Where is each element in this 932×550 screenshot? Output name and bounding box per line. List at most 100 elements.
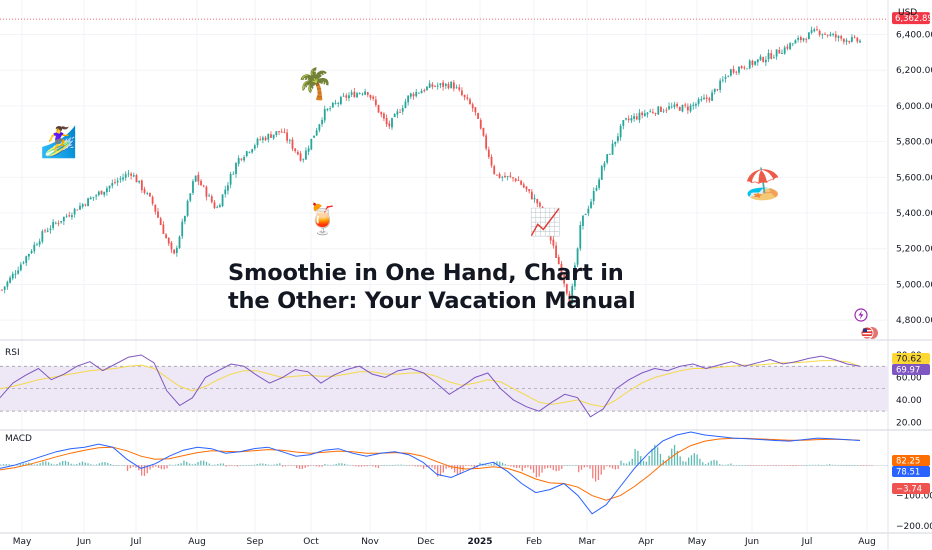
last-price-tag bbox=[892, 12, 930, 25]
macd-histogram-bar bbox=[572, 465, 574, 466]
candle-body bbox=[821, 34, 824, 36]
macd-histogram-bar bbox=[826, 464, 828, 466]
macd-histogram-bar bbox=[279, 463, 281, 466]
candle-body bbox=[447, 84, 450, 89]
price-pane[interactable] bbox=[0, 18, 888, 305]
macd-histogram-bar bbox=[501, 462, 504, 466]
rsi-title: RSI bbox=[5, 348, 20, 358]
macd-histogram-bar bbox=[589, 465, 591, 469]
candle-body bbox=[660, 107, 662, 112]
candle-body bbox=[853, 36, 856, 38]
candle-body bbox=[81, 204, 84, 207]
macd-histogram-bar bbox=[19, 464, 22, 466]
macd-histogram-bar bbox=[166, 465, 168, 469]
macd-histogram-bar bbox=[724, 464, 726, 466]
macd-histogram-bar bbox=[95, 464, 98, 466]
rsi-pane[interactable] bbox=[0, 354, 888, 418]
macd-histogram-bar bbox=[453, 465, 456, 473]
macd-histogram-bar bbox=[307, 465, 309, 467]
candle-body bbox=[490, 156, 493, 166]
macd-histogram-bar bbox=[327, 464, 329, 466]
macd-histogram-bar bbox=[321, 465, 323, 467]
macd-histogram-bar bbox=[795, 465, 797, 467]
candle-body bbox=[224, 189, 227, 195]
candle-body bbox=[391, 118, 393, 128]
candle-body bbox=[617, 136, 619, 142]
macd-histogram-bar bbox=[90, 464, 92, 466]
candle-body bbox=[157, 211, 159, 218]
candle-body bbox=[380, 112, 383, 115]
macd-histogram-bar bbox=[530, 465, 532, 470]
hist-value: −3.74 bbox=[896, 485, 922, 495]
macd-histogram-bar bbox=[814, 464, 817, 466]
candle-body bbox=[783, 47, 786, 54]
lightning-icon[interactable] bbox=[854, 308, 868, 322]
candle-body bbox=[313, 135, 315, 138]
macd-histogram-bar bbox=[112, 465, 115, 466]
candle-body bbox=[275, 131, 278, 136]
candle-body bbox=[229, 174, 232, 185]
macd-histogram-bar bbox=[121, 465, 123, 466]
candle-body bbox=[216, 207, 219, 209]
candle-body bbox=[842, 38, 845, 42]
candle-body bbox=[738, 66, 740, 73]
macd-histogram-bar bbox=[566, 465, 569, 466]
macd-histogram-bar bbox=[789, 465, 791, 467]
macd-histogram-bar bbox=[772, 465, 774, 466]
macd-histogram-bar bbox=[614, 465, 616, 470]
price-axis[interactable]: 4,800.00 5,000.00 5,200.00 5,400.00 5,600.00… bbox=[892, 12, 932, 532]
macd-histogram-bar bbox=[205, 461, 208, 466]
macd-histogram-bar bbox=[155, 465, 157, 467]
time-axis[interactable]: May Jun Jul Aug Sep Oct Nov Dec 2025 Feb Mar Apr May… bbox=[13, 537, 876, 547]
macd-histogram-bar bbox=[439, 465, 442, 476]
us-flag-icon[interactable] bbox=[860, 326, 878, 340]
macd-histogram-bar bbox=[510, 465, 512, 467]
macd-value-tag bbox=[892, 455, 930, 466]
macd-histogram-bar bbox=[203, 460, 205, 466]
macd-histogram-bar bbox=[668, 455, 670, 466]
candle-body bbox=[633, 116, 635, 119]
candle-body bbox=[541, 206, 544, 218]
candle-body bbox=[487, 149, 490, 158]
candle-body bbox=[724, 77, 727, 79]
macd-histogram-bar bbox=[273, 464, 275, 466]
macd-histogram-bar bbox=[219, 463, 222, 466]
candle-body bbox=[501, 176, 504, 178]
candle-body bbox=[337, 103, 340, 104]
macd-histogram-bar bbox=[699, 458, 701, 466]
macd-histogram-bar bbox=[696, 454, 698, 466]
macd-histogram-bar bbox=[414, 465, 416, 467]
macd-line bbox=[0, 431, 861, 515]
candle-body bbox=[302, 159, 305, 161]
candle-body bbox=[105, 188, 108, 193]
candle-body bbox=[71, 215, 73, 218]
rsi-value-tag bbox=[892, 353, 930, 364]
candle-body bbox=[307, 148, 310, 152]
macd-histogram-bar bbox=[81, 461, 84, 466]
macd-tick-label: −200.00 bbox=[896, 522, 932, 532]
macd-histogram-bar bbox=[778, 465, 780, 466]
macd-histogram-bar bbox=[456, 465, 459, 475]
macd-histogram-bar bbox=[775, 465, 777, 467]
candle-body bbox=[832, 34, 835, 35]
macd-histogram-bar bbox=[851, 465, 853, 466]
macd-histogram-bar bbox=[434, 465, 436, 470]
candle-body bbox=[754, 61, 757, 65]
candle-body bbox=[41, 231, 44, 242]
time-tick-label: Jun bbox=[744, 537, 759, 547]
macd-pane[interactable] bbox=[0, 431, 888, 515]
macd-histogram-bar bbox=[104, 462, 106, 466]
time-tick-label: Sep bbox=[247, 537, 264, 547]
event-icons[interactable] bbox=[853, 308, 879, 342]
macd-histogram-bar bbox=[583, 465, 585, 468]
macd-histogram-bar bbox=[267, 464, 270, 466]
candle-body bbox=[97, 191, 100, 196]
candle-body bbox=[286, 132, 289, 141]
macd-histogram-bar bbox=[561, 465, 563, 469]
candle-body bbox=[670, 106, 673, 108]
time-tick-label: Nov bbox=[361, 537, 379, 547]
macd-histogram-bar bbox=[555, 465, 557, 472]
macd-histogram-bar bbox=[304, 465, 306, 468]
